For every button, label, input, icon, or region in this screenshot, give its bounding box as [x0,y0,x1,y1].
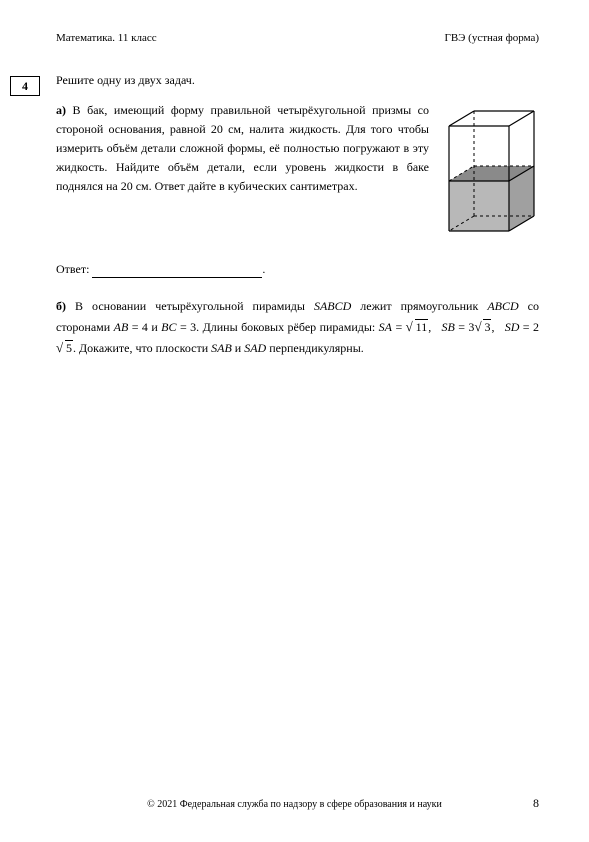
b-seg10: перпендикулярны. [266,341,364,355]
b-eq2: = 3 [177,320,197,334]
m-sd: SD [505,320,520,334]
m-sab: SAB [211,341,232,355]
sqrt-11: 11 [406,317,429,338]
m-sad: SAD [244,341,266,355]
page: Математика. 11 класс ГВЭ (устная форма) … [0,0,589,842]
b-seg8: . Докажите, что плоскости [73,341,211,355]
header: Математика. 11 класс ГВЭ (устная форма) [56,30,539,47]
part-a-body: В бак, имеющий форму правильной четырёху… [56,103,429,194]
answer-blank [92,264,262,278]
b-seg9: и [232,341,244,355]
b-seg4: и [148,320,161,334]
b-seg7: , [491,320,497,334]
b-eq5a: = 2 [519,320,539,334]
footer: © 2021 Федеральная служба по надзору в с… [56,794,539,812]
m-bc: BC [161,320,176,334]
part-b-label: б) [56,299,66,313]
footer-page-number: 8 [533,794,539,812]
instruction: Решите одну из двух задач. [56,71,539,89]
answer-line: Ответ: . [56,260,539,278]
m-sa: SA [379,320,392,334]
task-number: 4 [10,76,40,96]
footer-copyright: © 2021 Федеральная служба по надзору в с… [56,797,533,812]
b-eq4a: = 3 [455,320,475,334]
b-eq1: = 4 [128,320,148,334]
b-seg5: . Длины боковых рёбер пирамиды: [196,320,379,334]
b-seg2: лежит прямоугольник [351,299,487,313]
part-a-block: а) В бак, имеющий форму правильной четыр… [56,101,539,246]
part-b-text: б) В основании четырёхугольной пирамиды … [56,296,539,359]
b-seg1: В основании четырёхугольной пирамиды [66,299,314,313]
sqrt-3: 3 [474,317,491,338]
b-seg6: , [428,320,434,334]
prism-diagram [439,101,539,246]
m-sabcd: SABCD [314,299,351,313]
answer-label: Ответ: [56,262,92,276]
m-ab: AB [114,320,129,334]
header-left: Математика. 11 класс [56,30,157,47]
header-right: ГВЭ (устная форма) [444,30,539,47]
sqrt-5: 5 [56,338,73,359]
m-abcd: ABCD [487,299,518,313]
part-a-label: а) [56,103,66,117]
m-sb: SB [441,320,454,334]
b-eq3a: = [392,320,406,334]
part-a-text: а) В бак, имеющий форму правильной четыр… [56,101,429,246]
